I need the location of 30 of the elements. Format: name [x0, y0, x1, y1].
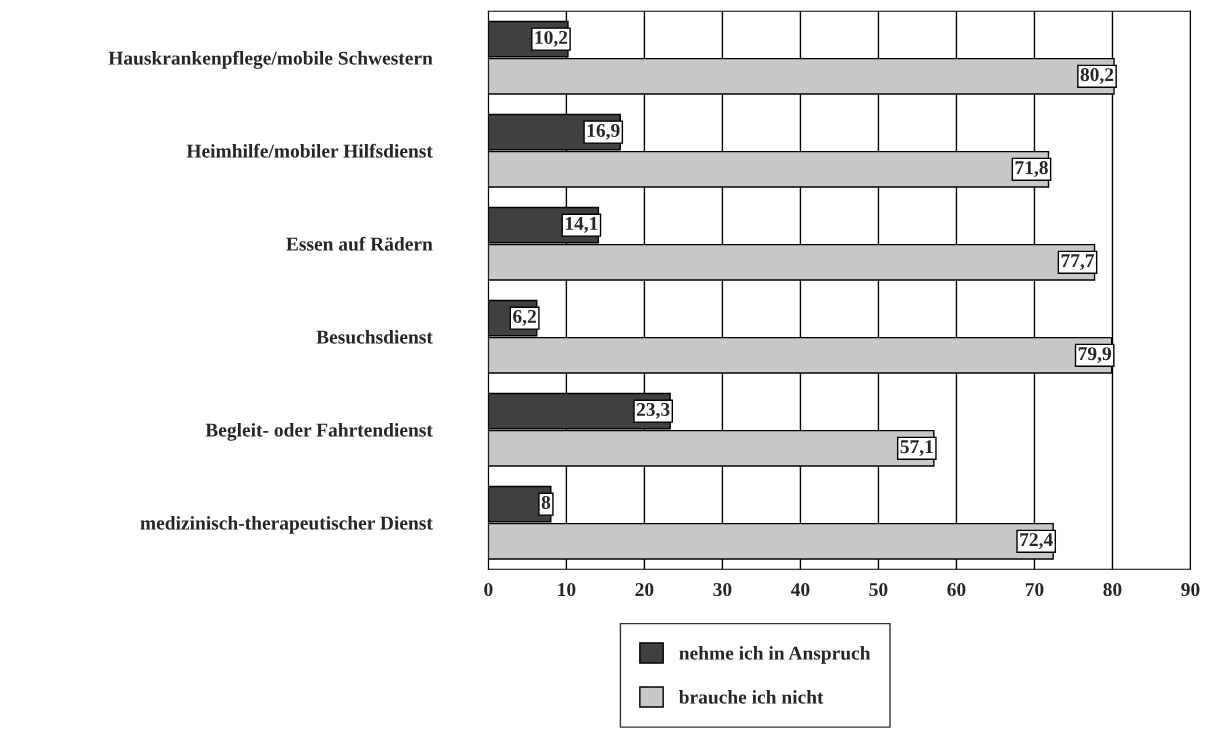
data-label: 71,8 [1015, 161, 1048, 178]
x-tick-label: 80 [1103, 583, 1122, 597]
x-tick-label: 70 [1025, 583, 1044, 597]
x-tick-label: 30 [713, 583, 732, 597]
y-tick-label: Begleit- oder Fahrtendienst [205, 422, 433, 441]
data-label: 10,2 [535, 30, 568, 47]
data-label: 23,3 [636, 402, 670, 419]
y-tick-label: Essen auf Rädern [286, 236, 433, 251]
y-tick-label: medizinisch-therapeutischer Dienst [140, 515, 433, 534]
data-label: 57,1 [900, 440, 933, 457]
data-label: 14,1 [565, 216, 598, 233]
x-tick-label: 0 [484, 583, 493, 597]
x-tick-label: 60 [947, 583, 966, 597]
y-tick-label: Besuchsdienst [316, 329, 433, 344]
x-tick-label: 10 [558, 583, 576, 597]
y-tick-label: Hauskrankenpflege/mobile Schwestern [108, 50, 433, 69]
y-tick-label: Heimhilfe/mobiler Hilfsdienst [186, 143, 433, 158]
data-label: 77,7 [1061, 254, 1095, 271]
data-label: 6,2 [513, 309, 536, 326]
x-tick-label: 20 [635, 583, 654, 597]
data-label: 8 [541, 495, 551, 510]
data-label: 16,9 [587, 123, 620, 140]
data-label: 80,2 [1080, 68, 1114, 85]
x-tick-label: 50 [869, 583, 888, 597]
x-tick-label: 40 [790, 583, 810, 597]
x-tick-label: 90 [1181, 583, 1200, 597]
legend-label: nehme ich in Anspruch [679, 646, 871, 664]
legend-label: brauche ich nicht [678, 690, 824, 704]
data-label: 79,9 [1078, 347, 1111, 364]
data-label: 72,4 [1020, 533, 1053, 550]
